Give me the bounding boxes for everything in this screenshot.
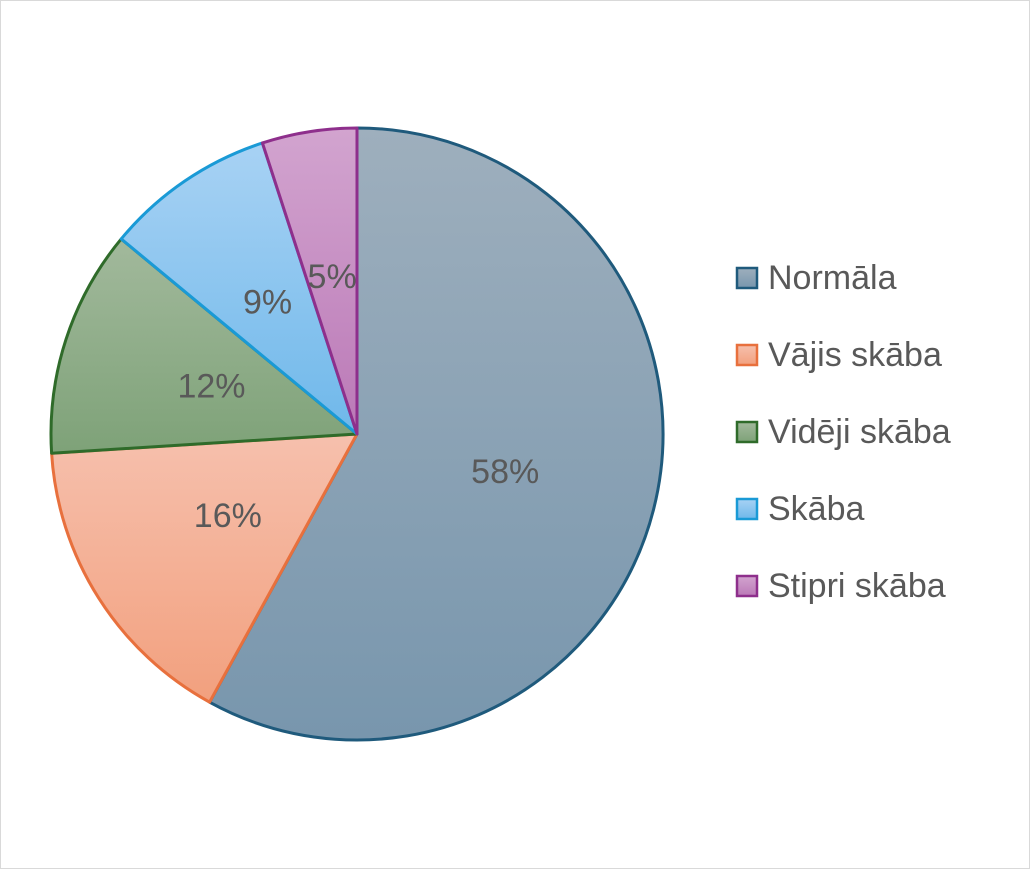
legend-swatch-stipri-skaba [735, 574, 759, 598]
pie-slice-videji-skaba [49, 237, 359, 455]
pie-slices [49, 126, 665, 742]
data-label-normala: 58% [471, 453, 539, 491]
data-label-stipri-skaba: 5% [308, 258, 357, 296]
legend-label-videji-skaba: Vidēji skāba [768, 413, 951, 451]
legend-swatch-videji-skaba [735, 420, 759, 444]
data-label-videji-skaba: 12% [177, 368, 245, 406]
legend: Normāla Vājis skāba Vidēji skāba Skāba Stipr… [735, 259, 951, 605]
legend-label-stipri-skaba: Stipri skāba [768, 567, 946, 605]
data-label-vajis-skaba: 16% [194, 497, 262, 535]
legend-swatch-normala [735, 266, 759, 290]
legend-label-normala: Normāla [768, 259, 897, 297]
legend-label-vajis-skaba: Vājis skāba [768, 336, 942, 374]
pie-slice-vajis-skaba [50, 432, 359, 704]
legend-label-skaba: Skāba [768, 490, 864, 528]
pie-slice-skaba [119, 141, 359, 436]
data-labels: 58% 16% 12% 9% 5% [177, 258, 539, 535]
legend-swatch-skaba [735, 497, 759, 521]
data-label-skaba: 9% [243, 283, 292, 321]
legend-swatch-vajis-skaba [735, 343, 759, 367]
pie-slice-normala [208, 126, 665, 742]
pie-slice-stipri-skaba [260, 126, 359, 436]
